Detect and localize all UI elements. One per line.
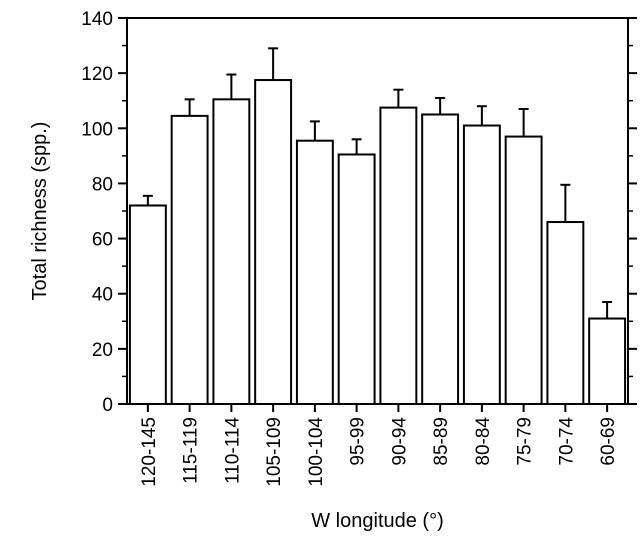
x-axis-tick-labels: 120-145 115-119 110-114 105-109 100-104 95-99…	[139, 404, 619, 487]
bar-60-69	[588, 317, 627, 405]
x-tick-label: 85-89	[431, 417, 452, 466]
bar-90-94	[379, 106, 418, 405]
x-tick-label: 90-94	[389, 417, 410, 466]
x-axis-label: W longitude (°)	[311, 510, 444, 532]
bar-105-109	[254, 79, 293, 406]
y-tick-label: 140	[81, 9, 113, 30]
x-tick-label: 75-79	[515, 417, 536, 466]
bar-70-74	[546, 221, 585, 405]
bar-110-114	[212, 98, 251, 405]
y-tick-label: 40	[92, 285, 113, 306]
x-tick-label: 105-109	[264, 417, 285, 487]
plot-frame	[126, 17, 629, 405]
x-tick-label: 80-84	[473, 417, 494, 466]
bar-100-104	[295, 139, 334, 405]
y-axis-tick-labels: 0 20 40 60 80 100 120 140	[81, 9, 113, 416]
y-tick-label: 80	[92, 174, 113, 195]
bar-95-99	[337, 153, 376, 405]
y-tick-label: 0	[102, 395, 113, 416]
bar-75-79	[504, 135, 543, 406]
bar-115-119	[170, 114, 209, 405]
x-tick-label: 115-119	[181, 417, 202, 484]
y-tick-label: 100	[81, 119, 113, 140]
y-tick-label: 20	[92, 340, 113, 361]
error-bars	[142, 47, 613, 319]
x-tick-label: 95-99	[348, 417, 369, 466]
y-tick-label: 60	[92, 230, 113, 251]
x-tick-label: 70-74	[556, 417, 577, 466]
y-tick-label: 120	[81, 64, 113, 85]
bars	[128, 79, 627, 406]
bar-85-89	[421, 113, 460, 405]
bar-120-145	[128, 204, 167, 405]
y-axis-label: Total richness (spp.)	[29, 122, 51, 301]
bar-80-84	[462, 124, 501, 406]
x-tick-label: 110-114	[222, 417, 243, 484]
x-tick-label: 120-145	[139, 417, 160, 487]
x-tick-label: 100-104	[306, 417, 327, 487]
x-tick-label: 60-69	[598, 417, 619, 466]
